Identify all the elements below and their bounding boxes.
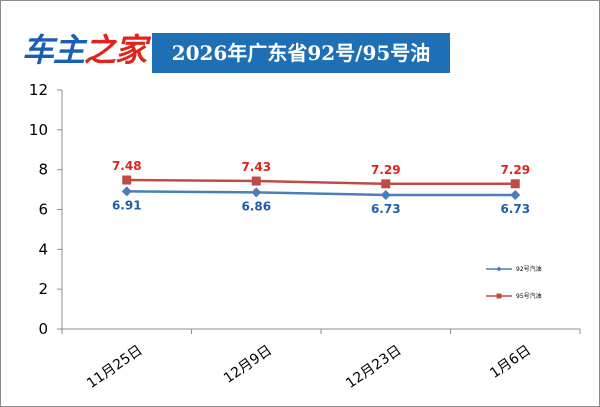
legend-label-92: 92号汽油	[516, 265, 542, 273]
point-marker-95	[381, 179, 391, 189]
data-label-92: 6.73	[371, 202, 401, 216]
brand-logo: 车主之家	[22, 28, 147, 72]
data-label-92: 6.86	[241, 199, 271, 213]
y-tick-label: 0	[38, 320, 48, 338]
data-label-95: 7.29	[500, 163, 530, 177]
y-tick-label: 2	[38, 280, 48, 298]
x-tick-label: 1月6日	[487, 342, 534, 381]
data-label-92: 6.73	[500, 202, 530, 216]
point-marker-95	[122, 175, 132, 185]
chart-legend: 92号汽油 95号汽油	[486, 265, 542, 300]
chart-series	[121, 175, 521, 200]
y-tick-label: 8	[38, 161, 48, 179]
data-label-95: 7.48	[112, 159, 142, 173]
data-label-95: 7.43	[241, 160, 271, 174]
legend-marker-92	[496, 266, 502, 272]
x-tick-label: 12月9日	[221, 342, 275, 387]
x-tick-label: 12月23日	[343, 342, 404, 392]
x-tick-labels: 11月25日 12月9日 12月23日 1月6日	[84, 342, 534, 392]
point-marker-92	[380, 189, 391, 200]
data-label-95: 7.29	[371, 163, 401, 177]
y-tick-label: 4	[38, 240, 48, 258]
y-tick-label: 12	[29, 81, 48, 99]
y-tick-label: 10	[29, 121, 48, 139]
y-tick-label: 6	[38, 201, 48, 219]
point-marker-92	[121, 186, 132, 197]
chart-title: 2026年广东省92号/95号油	[152, 33, 450, 73]
chart-axes: 0 2 4 6 8 10 12	[29, 81, 581, 338]
series-line-95	[126, 178, 516, 186]
x-tick-label: 11月25日	[84, 342, 145, 392]
logo-text-part2: 之家	[84, 31, 147, 69]
point-marker-92	[251, 187, 262, 198]
legend-marker-95	[496, 293, 502, 299]
legend-label-95: 95号汽油	[516, 292, 542, 300]
data-labels: 6.91 6.86 6.73 6.73 7.48 7.43 7.29 7.29	[112, 159, 530, 216]
point-marker-95	[510, 179, 520, 189]
series-line-92	[126, 190, 516, 197]
point-marker-95	[251, 176, 261, 186]
logo-text-part1: 车主	[22, 31, 85, 69]
data-label-92: 6.91	[112, 198, 142, 212]
point-marker-92	[510, 189, 521, 200]
